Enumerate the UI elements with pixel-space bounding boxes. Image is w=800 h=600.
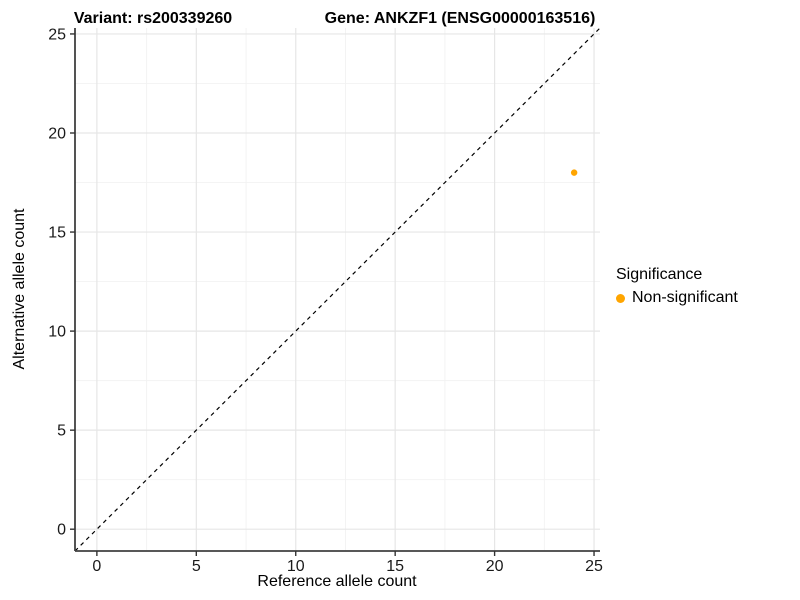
y-tick-label: 0 bbox=[57, 522, 66, 539]
data-point bbox=[570, 169, 578, 176]
data-points bbox=[570, 169, 578, 176]
x-tick-label: 25 bbox=[585, 558, 603, 575]
legend: Significance Non-significant bbox=[616, 266, 738, 307]
y-axis-ticks: 0 5 10 15 20 25 bbox=[48, 26, 75, 539]
y-tick-label: 25 bbox=[48, 26, 66, 43]
y-tick-label: 10 bbox=[48, 324, 66, 341]
legend-item-label: Non-significant bbox=[632, 289, 738, 306]
identity-dashed-line bbox=[74, 27, 601, 552]
x-axis-ticks: 0 5 10 15 20 25 bbox=[92, 551, 603, 575]
legend-point-icon bbox=[616, 293, 625, 303]
plot-title-variant: Variant: rs200339260 bbox=[73, 10, 233, 27]
y-axis-title: Alternative allele count bbox=[11, 208, 28, 370]
x-tick-label: 20 bbox=[486, 558, 504, 575]
plot-title-gene: Gene: ANKZF1 (ENSG00000163516) bbox=[324, 10, 596, 27]
x-axis-title: Reference allele count bbox=[257, 573, 417, 590]
x-tick-label: 5 bbox=[192, 558, 201, 575]
y-tick-label: 20 bbox=[48, 125, 66, 142]
grid-minor bbox=[75, 28, 600, 551]
grid-major bbox=[75, 28, 600, 551]
x-tick-label: 15 bbox=[386, 558, 404, 575]
y-tick-label: 15 bbox=[48, 225, 66, 242]
y-tick-label: 5 bbox=[57, 423, 66, 440]
x-tick-label: 10 bbox=[287, 558, 305, 575]
legend-title: Significance bbox=[616, 266, 703, 283]
legend-item: Non-significant bbox=[616, 289, 738, 307]
x-tick-label: 0 bbox=[92, 558, 101, 575]
